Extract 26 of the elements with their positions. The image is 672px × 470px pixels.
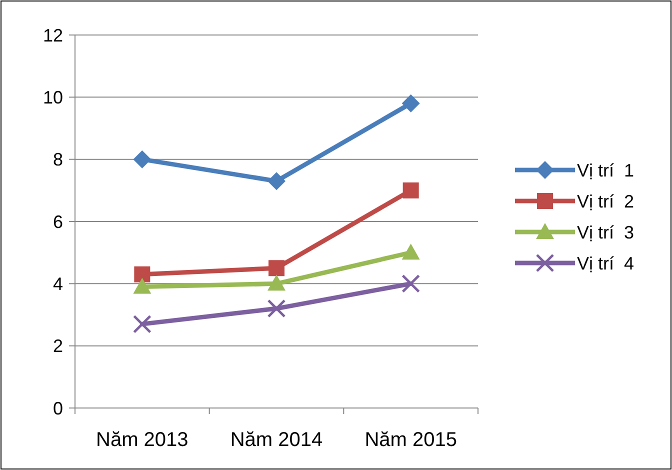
y-tick-label: 10 xyxy=(42,87,63,108)
y-tick-label: 8 xyxy=(52,150,63,170)
point xyxy=(133,150,152,168)
y-tick-label: 2 xyxy=(52,336,63,356)
point xyxy=(132,314,152,334)
legend-label: Vị trí 2 xyxy=(577,191,634,212)
point xyxy=(402,182,419,198)
x-tick-label: Năm 2013 xyxy=(96,429,188,451)
point xyxy=(268,274,286,291)
legend-label: Vị trí 1 xyxy=(577,160,634,180)
x-tick-label: Năm 2014 xyxy=(230,429,323,451)
point xyxy=(133,278,152,294)
y-tick-label: 4 xyxy=(52,274,63,294)
point xyxy=(267,299,286,318)
y-tick-label: 6 xyxy=(52,212,63,232)
y-tick-label: 0 xyxy=(52,398,63,418)
point xyxy=(268,172,286,190)
legend-label: Vị trí 3 xyxy=(577,222,634,242)
point xyxy=(402,94,420,112)
x-tick-label: Năm 2015 xyxy=(364,429,457,451)
point xyxy=(268,260,284,276)
point xyxy=(402,274,420,293)
legend-label: Vị trí 4 xyxy=(577,253,634,274)
point xyxy=(134,266,150,282)
y-tick-label: 12 xyxy=(42,25,63,46)
point xyxy=(402,244,420,260)
